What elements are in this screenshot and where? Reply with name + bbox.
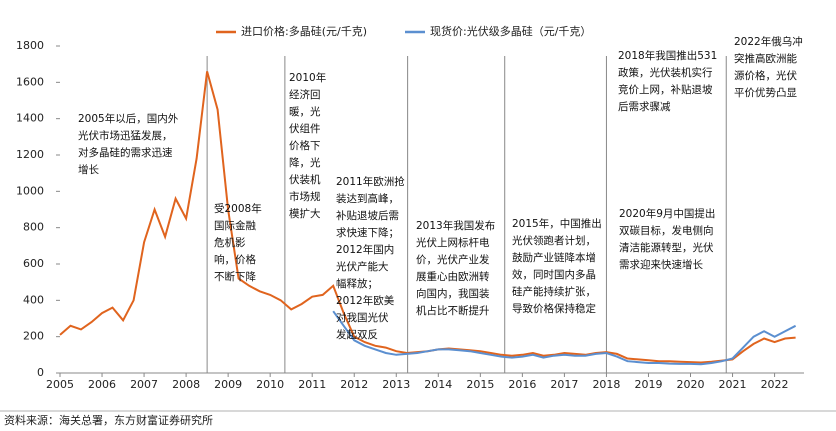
- y-tick-label: 1600: [16, 75, 44, 88]
- y-tick-label: 600: [23, 257, 44, 270]
- annotation: 受2008年: [214, 202, 262, 215]
- annotation: 价，光伏产业发: [416, 253, 490, 266]
- y-tick-label: 400: [23, 293, 44, 306]
- annotation: 降，光: [289, 156, 321, 169]
- annotation: 需求迎来快速增长: [619, 258, 703, 271]
- annotation: 幅释放；: [336, 277, 378, 290]
- x-tick-label: 2019: [634, 378, 662, 391]
- annotation: 对我国光伏: [336, 311, 389, 324]
- annotation: 发起双反: [336, 328, 378, 341]
- annotation: 光伏市场迅猛发展，: [78, 129, 173, 142]
- annotation: 2010年: [289, 71, 326, 84]
- y-tick-label: 1400: [16, 112, 44, 125]
- annotation: 价格下: [289, 139, 321, 152]
- annotation: 源价格，光伏: [734, 69, 797, 82]
- y-tick-label: 1000: [16, 184, 44, 197]
- x-tick-label: 2015: [466, 378, 494, 391]
- y-tick-label: 0: [37, 366, 44, 379]
- annotation: 展重心由欧洲转: [416, 270, 490, 283]
- annotation: 效，同时国内多晶: [512, 268, 596, 281]
- annotation: 经济回: [289, 88, 321, 101]
- annotation: 双碳目标，发电侧向: [619, 224, 714, 237]
- annotation: 2013年我国发布: [416, 219, 495, 232]
- annotation: 伏装机: [289, 173, 321, 186]
- x-tick-label: 2009: [214, 378, 242, 391]
- x-tick-label: 2016: [508, 378, 536, 391]
- annotation: 2015年，中国推出: [512, 217, 602, 230]
- x-tick-label: 2014: [424, 378, 452, 391]
- annotation: 2018年我国推出531: [618, 49, 717, 62]
- annotation: 光伏上网标杆电: [416, 236, 490, 249]
- annotation: 光伏产能大: [336, 260, 389, 273]
- annotation: 2012年国内: [336, 243, 394, 256]
- annotation: 伏组件: [289, 122, 321, 135]
- annotation: 竞价上网，补贴退坡: [618, 83, 713, 96]
- annotation: 装达到高峰，: [336, 192, 399, 205]
- annotation: 模扩大: [289, 207, 321, 220]
- annotation: 响，价格: [214, 253, 256, 266]
- annotation: 政策，光伏装机实行: [618, 66, 713, 79]
- x-tick-label: 2012: [340, 378, 368, 391]
- annotation: 对多晶硅的需求迅速: [78, 146, 173, 159]
- annotation: 向国内，我国装: [416, 287, 490, 300]
- annotation: 2005年以后，国内外: [78, 112, 179, 125]
- y-tick-label: 1800: [16, 39, 44, 52]
- y-tick-label: 200: [23, 330, 44, 343]
- x-tick-label: 2007: [130, 378, 158, 391]
- annotation: 不断下降: [214, 270, 256, 283]
- x-tick-label: 2011: [298, 378, 326, 391]
- annotation: 补贴退坡后需: [336, 209, 399, 222]
- x-tick-label: 2013: [382, 378, 410, 391]
- annotation: 光伏领跑者计划，: [512, 234, 596, 247]
- annotation: 导致价格保持稳定: [512, 302, 596, 315]
- annotation: 机占比不断提升: [416, 304, 490, 317]
- annotation: 市场规: [289, 190, 321, 203]
- x-tick-label: 2017: [550, 378, 578, 391]
- x-tick-label: 2006: [88, 378, 116, 391]
- legend-label: 现货价:光伏级多晶硅（元/千克）: [430, 24, 591, 38]
- x-tick-label: 2010: [256, 378, 284, 391]
- annotation: 2022年俄乌冲: [734, 35, 803, 48]
- annotation: 2020年9月中国提出: [619, 207, 715, 220]
- annotation: 后需求骤减: [618, 101, 671, 113]
- x-tick-label: 2021: [719, 378, 747, 391]
- annotation: 增长: [78, 163, 99, 176]
- annotation: 危机影: [214, 236, 246, 249]
- x-tick-label: 2020: [677, 378, 705, 391]
- annotation: 平价优势凸显: [734, 86, 797, 99]
- x-tick-label: 2018: [592, 378, 620, 391]
- x-tick-label: 2008: [172, 378, 200, 391]
- annotation: 2011年欧洲抢: [336, 175, 405, 188]
- y-tick-label: 800: [23, 221, 44, 234]
- x-tick-label: 2005: [46, 378, 74, 391]
- annotation: 2012年欧美: [336, 294, 395, 307]
- y-tick-label: 1200: [16, 148, 44, 161]
- x-tick-label: 2022: [761, 378, 789, 391]
- annotation: 清洁能源转型，光伏: [619, 241, 714, 254]
- annotation: 硅产能持续扩张，: [512, 285, 596, 298]
- annotation: 突推高欧洲能: [734, 52, 797, 65]
- source: 资料来源：海关总署，东方财富证券研究所: [4, 413, 213, 427]
- annotation: 暖，光: [289, 105, 321, 118]
- annotation: 国际金融: [214, 219, 256, 232]
- annotation: 鼓励产业链降本增: [512, 251, 596, 264]
- legend-label: 进口价格:多晶硅(元/千克): [241, 24, 367, 38]
- annotation: 求快速下降；: [336, 226, 399, 239]
- series-line: [332, 310, 797, 366]
